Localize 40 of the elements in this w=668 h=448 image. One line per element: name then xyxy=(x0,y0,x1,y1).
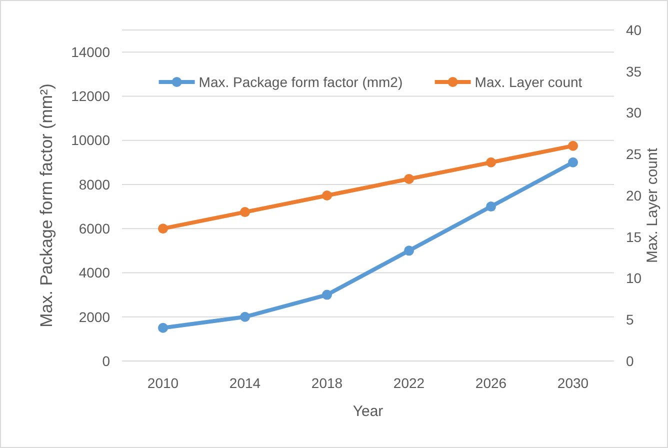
y-axis-title: Max. Package form factor (mm²) xyxy=(37,84,56,328)
y2-tick-label: 5 xyxy=(626,312,634,328)
x-tick-label: 2030 xyxy=(557,375,589,391)
y2-tick-label: 0 xyxy=(626,352,634,369)
point xyxy=(568,157,578,168)
y-tick-label: 12000 xyxy=(71,88,110,104)
x-tick-label: 2018 xyxy=(311,375,343,391)
x-tick-label: 2022 xyxy=(393,375,425,391)
y2-tick-label: 15 xyxy=(626,228,642,245)
y2-tick-label: 10 xyxy=(626,270,642,286)
y2-tick-label: 40 xyxy=(626,22,642,38)
point xyxy=(322,290,332,300)
y2-tick-label: 30 xyxy=(626,104,642,121)
legend-label: Max. Package form factor (mm2) xyxy=(198,74,403,90)
y-tick-label: 6000 xyxy=(78,220,110,236)
y2-tick-label: 35 xyxy=(626,63,642,80)
y2-axis-title: Max. Layer count xyxy=(644,147,661,264)
x-tick-label: 2026 xyxy=(475,375,507,391)
point xyxy=(568,140,578,151)
x-tick-label: 2010 xyxy=(147,375,179,391)
x-tick-label: 2014 xyxy=(229,375,261,391)
point xyxy=(158,224,168,234)
y-tick-label: 14000 xyxy=(71,44,110,60)
point xyxy=(158,322,168,333)
y-tick-label: 8000 xyxy=(78,176,110,192)
point xyxy=(240,207,250,218)
point xyxy=(322,190,332,200)
y2-tick-label: 20 xyxy=(626,187,642,204)
point xyxy=(404,246,414,256)
y-tick-label: 4000 xyxy=(78,264,110,281)
point xyxy=(486,157,496,168)
y-tick-label: 2000 xyxy=(78,308,110,325)
legend-label: Max. Layer count xyxy=(474,74,582,90)
point xyxy=(240,312,250,322)
x-axis-title: Year xyxy=(352,403,384,420)
y2-tick-label: 25 xyxy=(626,146,642,162)
point xyxy=(404,174,414,184)
y-tick-label: 0 xyxy=(102,352,110,369)
y-tick-label: 10000 xyxy=(71,132,110,148)
point xyxy=(486,202,496,212)
